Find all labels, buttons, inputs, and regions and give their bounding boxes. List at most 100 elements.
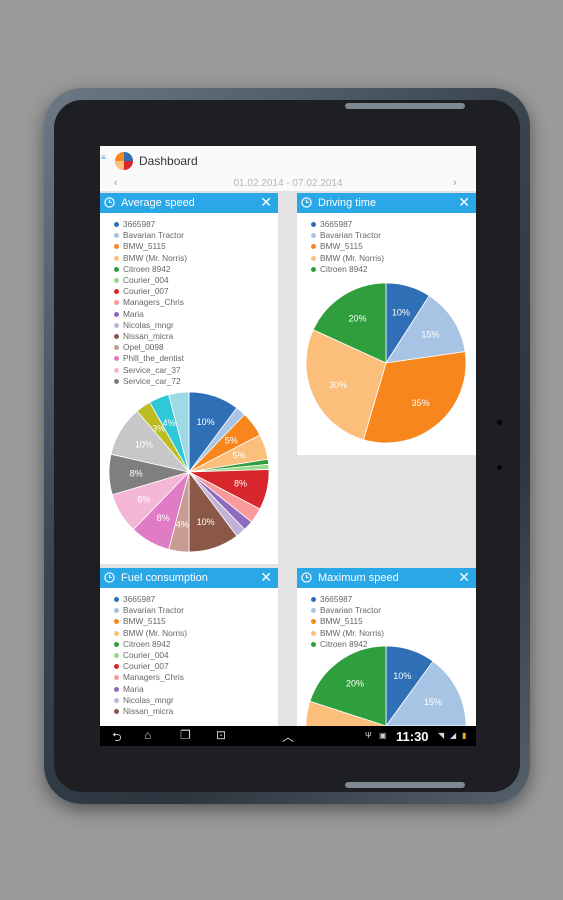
legend-label: Phill_the_dentist [123, 353, 184, 364]
legend-swatch [114, 278, 119, 284]
legend-item: Citroen 8942 [114, 639, 187, 650]
legend-item: BMW (Mr. Norris) [311, 628, 384, 639]
legend-item: Citroen 8942 [311, 639, 384, 650]
legend-item: Courier_007 [114, 286, 187, 297]
recent-apps-icon[interactable]: ❐ [180, 728, 191, 742]
legend-swatch [114, 597, 119, 602]
legend-item: Service_car_37 [114, 365, 187, 376]
date-range-text[interactable]: 01.02.2014 - 07.02.2014 [233, 178, 343, 189]
legend-item: BMW (Mr. Norris) [311, 253, 384, 264]
menu-up-icon[interactable]: ︿ [282, 730, 295, 744]
legend-label: Citroen 8942 [123, 638, 171, 649]
widget-header: Average speed ✕ [100, 193, 278, 213]
legend-item: Bavarian Tractor [114, 230, 187, 241]
legend-swatch [114, 334, 119, 340]
widget-title: Average speed [121, 197, 195, 209]
legend-swatch [114, 367, 119, 373]
pie-slice[interactable] [362, 351, 467, 444]
legend-label: Nissan_micra [123, 706, 174, 717]
legend-label: Bavarian Tractor [123, 605, 184, 616]
legend-swatch [311, 244, 316, 250]
legend-swatch [114, 378, 119, 384]
battery-icon: ▮ [462, 731, 467, 740]
sensor-dot [497, 465, 502, 470]
pie-slice[interactable] [168, 391, 190, 473]
legend-swatch [114, 664, 119, 670]
screenshot-icon[interactable]: ⊡ [216, 728, 227, 742]
pie-data-label: 5% [225, 435, 238, 445]
legend-label: Service_car_37 [123, 364, 181, 375]
legend-item: 3665987 [114, 594, 187, 605]
close-icon[interactable]: ✕ [458, 569, 470, 585]
legend-item: 3665987 [114, 219, 187, 230]
legend-item: Courier_004 [114, 650, 187, 661]
legend-item: Service_car_72 [114, 376, 187, 387]
legend-swatch [114, 697, 119, 703]
legend-swatch [114, 289, 119, 295]
legend-swatch [114, 345, 119, 351]
chart-legend: 3665987 Bavarian Tractor BMW_5115 BMW (Mr. … [311, 219, 384, 275]
camera-dot [497, 420, 502, 425]
chart-legend: 3665987 Bavarian Tractor BMW_5115 BMW (Mr. … [114, 594, 187, 717]
back-icon[interactable]: ⮌ [112, 730, 122, 744]
legend-label: Nissan_micra [123, 331, 174, 342]
legend-item: Phill_the_dentist [114, 353, 187, 364]
legend-label: Bavarian Tractor [320, 605, 381, 616]
legend-swatch [311, 608, 316, 614]
speaker-grille-bottom [345, 782, 465, 788]
legend-swatch [114, 686, 119, 692]
widget-title: Driving time [318, 197, 377, 209]
clock-icon [104, 197, 115, 208]
pie-chart-maximum-speed: 10% 15% 20% [305, 645, 467, 726]
screen: ≡ Dashboard ‹ 01.02.2014 - 07.02.2014 › … [100, 146, 476, 746]
widget-title: Maximum speed [318, 572, 399, 584]
legend-swatch [311, 619, 316, 625]
prev-period-button[interactable]: ‹ [114, 177, 118, 189]
close-icon[interactable]: ✕ [260, 194, 272, 210]
pie-slice[interactable] [309, 645, 387, 726]
pie-slice[interactable] [312, 282, 387, 364]
widget-title: Fuel consumption [121, 572, 208, 584]
app-title: Dashboard [139, 154, 198, 168]
pie-data-label: 15% [421, 329, 439, 339]
clock-icon [104, 572, 115, 583]
app-logo-icon[interactable] [114, 151, 134, 171]
pie-data-label: 8% [234, 479, 247, 489]
date-range-bar: ‹ 01.02.2014 - 07.02.2014 › [100, 176, 476, 191]
close-icon[interactable]: ✕ [458, 194, 470, 210]
legend-label: BMW (Mr. Norris) [320, 252, 385, 263]
home-icon[interactable]: ⌂ [144, 728, 152, 742]
legend-label: Citroen 8942 [123, 263, 171, 274]
wifi-icon: ◥ [438, 731, 445, 740]
legend-swatch [114, 608, 119, 614]
next-period-button[interactable]: › [453, 177, 457, 189]
action-bar: ≡ Dashboard [100, 146, 476, 177]
legend-label: Bavarian Tractor [123, 230, 184, 241]
legend-item: Bavarian Tractor [114, 605, 187, 616]
legend-swatch [114, 300, 119, 306]
legend-item: BMW_5115 [311, 241, 384, 252]
pie-data-label: 3% [152, 424, 165, 434]
legend-swatch [311, 222, 316, 227]
legend-item: Maria [114, 309, 187, 320]
legend-label: Managers_Chris [123, 297, 184, 308]
legend-label: 3665987 [320, 219, 353, 229]
pie-slice[interactable] [385, 295, 466, 364]
legend-item: Nicolas_mngr [114, 695, 187, 706]
legend-label: BMW (Mr. Norris) [123, 252, 188, 263]
usb-icon: Ψ [365, 731, 372, 740]
up-indicator-icon[interactable]: ≡ [101, 153, 106, 162]
widget-average-speed: Average speed ✕ 3665987 Bavarian Tractor B… [100, 193, 278, 564]
legend-label: BMW_5115 [123, 616, 166, 627]
legend-swatch [114, 630, 119, 636]
pie-slice[interactable] [385, 660, 467, 726]
legend-label: Citroen 8942 [320, 263, 368, 274]
legend-item: BMW (Mr. Norris) [114, 628, 187, 639]
legend-swatch [114, 322, 119, 328]
pie-slice[interactable] [305, 329, 387, 441]
legend-swatch [114, 266, 119, 272]
legend-swatch [311, 630, 316, 636]
legend-label: BMW_5115 [123, 241, 166, 252]
close-icon[interactable]: ✕ [260, 569, 272, 585]
legend-swatch [311, 233, 316, 239]
